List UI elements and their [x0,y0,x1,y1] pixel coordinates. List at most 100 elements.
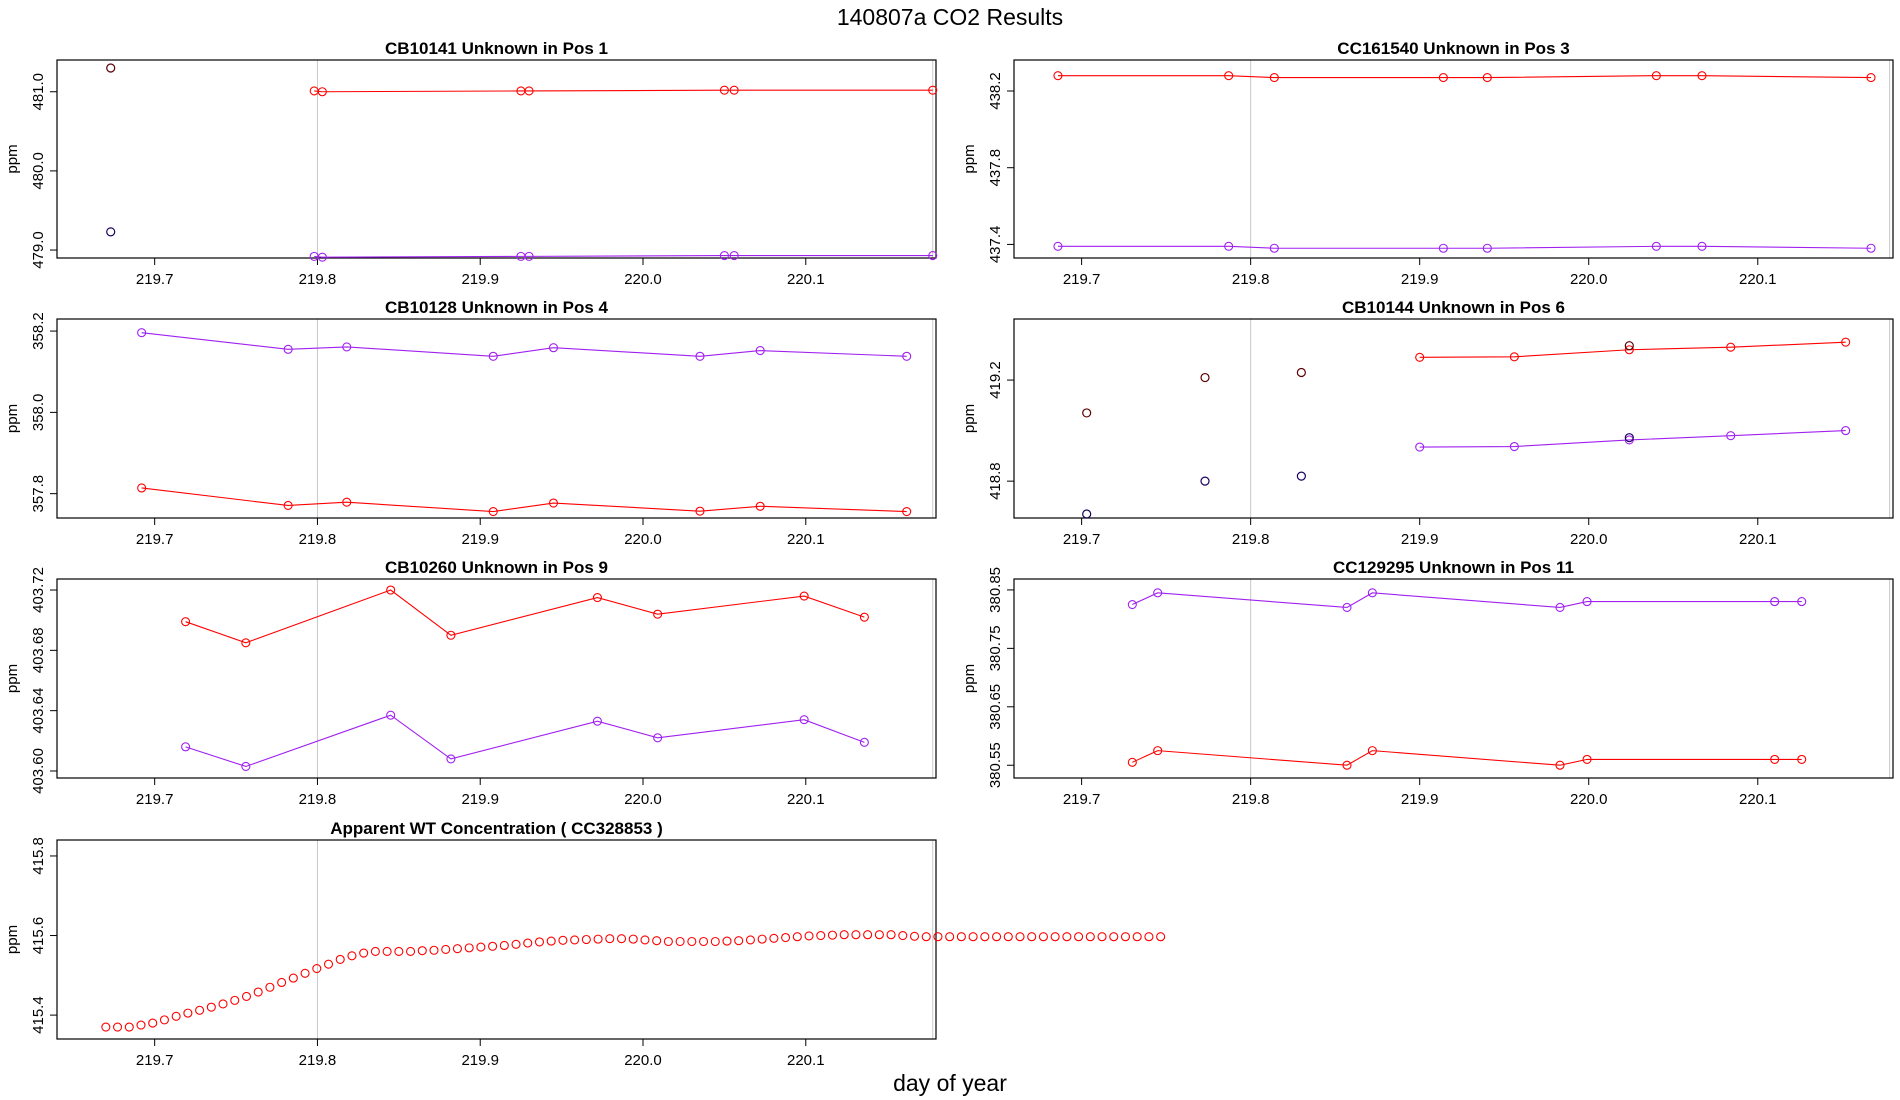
data-point-red [1120,932,1131,942]
data-point-red [968,932,978,942]
data-point-red [851,930,861,940]
x-tick-label: 219.9 [1401,531,1439,548]
data-point-red [729,85,739,95]
data-point-purple [1651,241,1661,251]
data-point-red [1797,754,1807,764]
data-point-red [241,991,252,1001]
data-point-red [616,934,627,944]
data-point-red [476,942,486,952]
data-point-red [902,507,912,517]
data-point-red [323,959,334,969]
y-tick-label: 403.68 [30,627,47,673]
data-point-purple [928,251,938,261]
data-point-red [382,946,392,956]
y-tick-label: 479.0 [30,231,47,269]
panel-frame [1013,59,1894,259]
chart-main-title: 140807a CO2 Results [836,4,1064,30]
data-point-purple [137,328,147,338]
data-point-purple [181,742,191,752]
data-point-red [1726,342,1736,352]
data-point-red [1050,932,1060,942]
data-point-red [859,612,869,622]
data-point-red [628,934,638,944]
y-tick-label: 403.72 [30,567,47,613]
data-point-red [300,968,310,978]
x-tick-label: 219.8 [1232,791,1270,808]
panel-5: CB10260 Unknown in Pos 9 ppm 219.7 219.8 219… [4,558,937,808]
panel-frame [56,578,937,779]
x-tick-label: 220.1 [787,271,825,288]
panel-frame [56,59,937,259]
panel-6: CC129295 Unknown in Pos 11 ppm 219.7 219.8 2… [961,558,1894,808]
series-line-purple [1132,592,1802,609]
data-point-red [1038,932,1048,942]
data-point-purple [1153,588,1163,598]
panel-title: Apparent WT Concentration ( CC328853 ) [330,819,663,838]
data-point-red [488,507,498,517]
data-point-red [546,936,556,946]
panel-title: CB10128 Unknown in Pos 4 [385,298,608,317]
x-tick-label: 220.0 [1570,531,1608,548]
y-tick-label: 438.2 [987,72,1004,110]
data-point-purple [1797,597,1807,607]
data-point-purple [1127,599,1137,610]
data-point-red [1156,932,1166,942]
data-point-red [277,977,287,988]
isolated-point [106,63,116,73]
data-point-red [511,939,521,949]
y-tick-label: 437.4 [987,226,1004,264]
y-tick-label: 415.6 [30,917,47,955]
x-tick-label: 220.0 [624,531,662,548]
data-point-purple [283,344,293,354]
panel-frame [56,318,937,519]
data-point-red [283,500,293,511]
x-tick-label: 220.1 [1739,271,1777,288]
isolated-point [1200,372,1210,383]
data-point-red [230,995,240,1005]
data-point-red [124,1022,134,1032]
data-point-red [253,987,263,997]
data-point-red [195,1005,205,1015]
isolated-point [1624,433,1634,443]
data-point-red [1027,932,1037,942]
data-point-red [288,973,298,983]
x-tick-label: 220.0 [1570,271,1608,288]
data-point-red [933,932,943,942]
data-point-red [386,585,396,595]
data-point-red [1367,746,1377,756]
isolated-point [1082,408,1092,418]
data-point-purple [859,737,869,747]
data-point-red [1074,932,1084,942]
data-point-red [652,936,662,946]
x-tick-label: 219.7 [1063,791,1101,808]
data-point-red [992,932,1002,942]
data-point-red [804,931,814,941]
x-tick-label: 220.1 [787,791,825,808]
panel-4: CB10144 Unknown in Pos 6 ppm 219.7 219.8 219… [961,298,1894,548]
data-point-purple [1582,597,1592,607]
data-point-red [755,501,765,511]
x-tick-label: 219.8 [299,271,337,288]
data-point-red [1697,71,1707,81]
data-point-purple [695,351,705,361]
x-tick-label: 219.7 [1063,271,1101,288]
data-point-red [1097,932,1107,942]
y-tick-label: 480.0 [30,152,47,190]
data-point-red [359,948,369,958]
x-tick-label: 219.7 [1063,531,1101,548]
panel-title: CC161540 Unknown in Pos 3 [1337,39,1569,58]
data-point-purple [1367,588,1377,598]
data-point-red [312,964,322,974]
data-point-red [394,946,404,956]
data-point-red [101,1022,111,1032]
data-point-purple [386,710,396,720]
data-point-purple [1269,243,1279,253]
isolated-point [1624,341,1634,351]
data-point-red [183,1008,193,1018]
data-point-purple [1482,243,1492,253]
panel-title: CB10141 Unknown in Pos 1 [385,39,608,58]
data-point-red [921,932,931,942]
panel-3: CB10128 Unknown in Pos 4 ppm 219.7 219.8 219… [4,298,937,548]
data-point-red [1062,932,1072,942]
data-point-red [159,1015,169,1025]
